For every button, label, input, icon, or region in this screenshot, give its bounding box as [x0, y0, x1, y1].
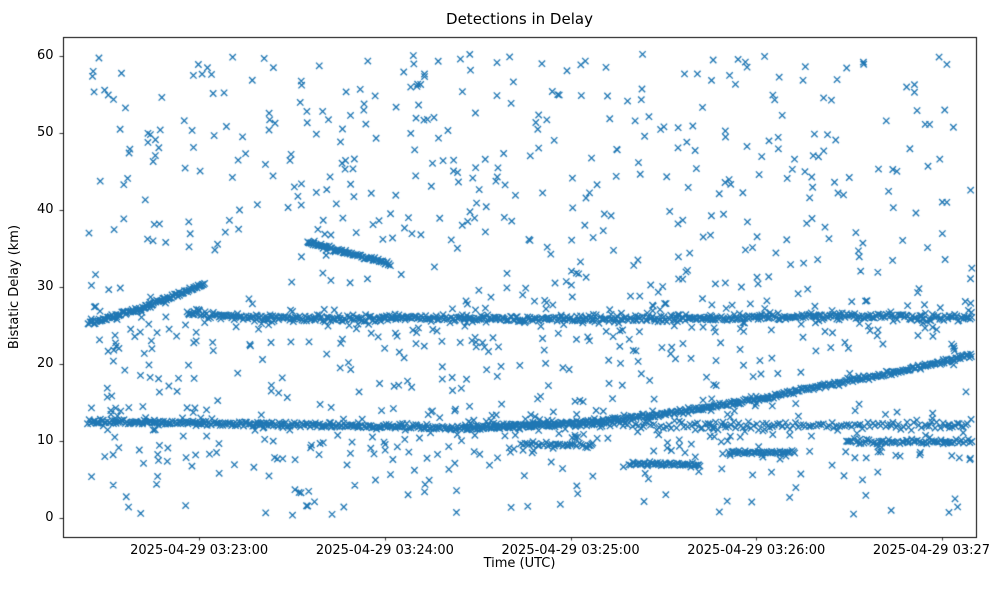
y-tick-label: 30	[36, 279, 54, 294]
x-tick-label: 2025-04-29 03:24:00	[315, 543, 454, 558]
y-tick-label: 0	[45, 509, 54, 525]
y-tick-label: 60	[36, 48, 54, 64]
x-tick-label: 2025-04-29 03:23:00	[130, 543, 269, 558]
x-tick-label: 2025-04-29 03:25:00	[501, 543, 640, 558]
y-tick-label: 20	[36, 355, 54, 371]
x-axis-label: Time (UTC)	[483, 556, 556, 571]
y-tick-label: 50	[36, 125, 54, 141]
y-tick-label: 40	[36, 202, 54, 218]
chart-title: Detections in Delay	[446, 10, 593, 28]
y-tick-label: 10	[36, 432, 54, 448]
x-tick-label: 2025-04-29 03:26:00	[687, 543, 826, 558]
x-tick-label: 2025-04-29 03:27:00	[872, 543, 989, 558]
